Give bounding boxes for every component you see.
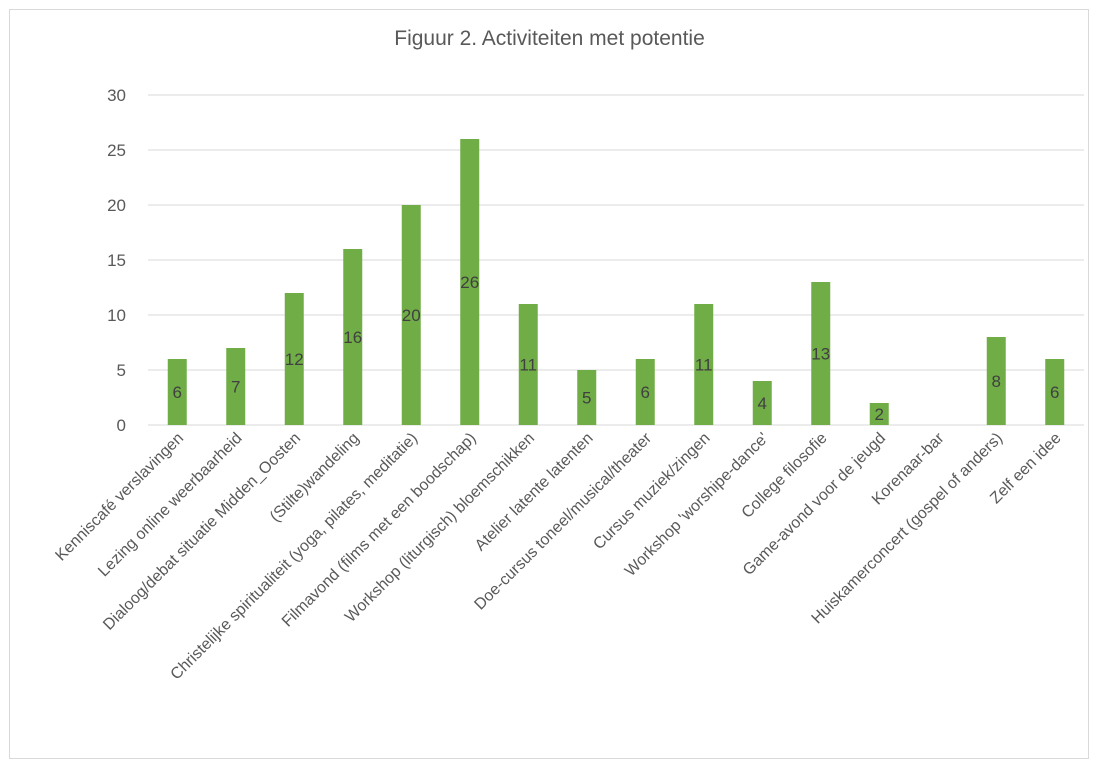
chart-title: Figuur 2. Activiteiten met potentie bbox=[394, 27, 705, 50]
y-tick-label: 5 bbox=[117, 361, 126, 380]
bar bbox=[635, 359, 655, 425]
data-label: 6 bbox=[1050, 383, 1059, 402]
y-tick-label: 30 bbox=[107, 86, 126, 105]
bar bbox=[518, 304, 538, 425]
y-axis-tick-labels: 0 5 10 15 20 25 30 bbox=[107, 86, 126, 435]
y-tick-label: 20 bbox=[107, 196, 126, 215]
data-label: 2 bbox=[875, 405, 884, 424]
bar bbox=[752, 381, 772, 425]
bar bbox=[401, 205, 421, 425]
bar bbox=[226, 348, 246, 425]
data-label: 20 bbox=[402, 306, 421, 325]
y-tick-label: 0 bbox=[117, 416, 126, 435]
y-tick-label: 15 bbox=[107, 251, 126, 270]
bar bbox=[1045, 359, 1065, 425]
data-label: 13 bbox=[811, 345, 830, 364]
y-tick-label: 10 bbox=[107, 306, 126, 325]
bar bbox=[694, 304, 714, 425]
bar bbox=[811, 282, 831, 425]
data-label: 26 bbox=[460, 273, 479, 292]
data-label: 6 bbox=[641, 383, 650, 402]
data-label: 8 bbox=[992, 372, 1001, 391]
data-label: 4 bbox=[758, 394, 767, 413]
data-label: 16 bbox=[343, 328, 362, 347]
y-tick-label: 25 bbox=[107, 141, 126, 160]
x-tick-label: Cursus muziek/zingen bbox=[590, 430, 713, 553]
data-label: 11 bbox=[695, 356, 713, 375]
data-labels: 6 7 12 16 20 26 11 5 6 11 4 13 2 8 6 bbox=[173, 273, 1060, 424]
data-label: 7 bbox=[231, 378, 240, 397]
chart-frame bbox=[9, 9, 1089, 759]
bar bbox=[343, 249, 363, 425]
gridlines bbox=[148, 94, 1084, 426]
bar bbox=[577, 370, 597, 425]
data-label: 11 bbox=[519, 356, 537, 375]
data-label: 5 bbox=[582, 389, 591, 408]
x-tick-label: Atelier latente latenten bbox=[472, 430, 597, 555]
data-label: 12 bbox=[285, 350, 304, 369]
data-label: 6 bbox=[173, 383, 182, 402]
bars bbox=[167, 139, 1065, 425]
bar bbox=[167, 359, 187, 425]
bar bbox=[986, 337, 1006, 425]
bar bbox=[460, 139, 480, 425]
bar bbox=[869, 403, 889, 425]
bar bbox=[284, 293, 304, 425]
